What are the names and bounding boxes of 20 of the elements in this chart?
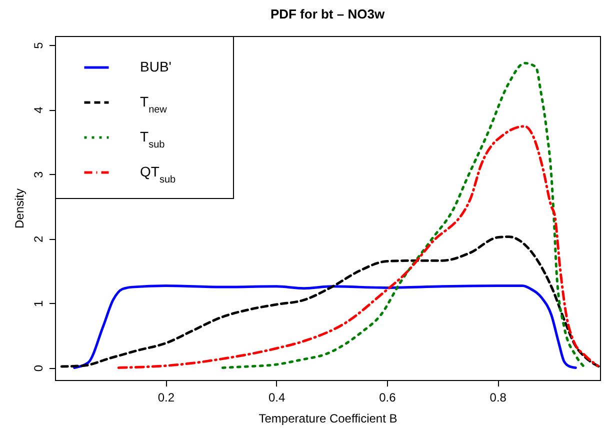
chart-title: PDF for bt – NO3w [270, 6, 386, 22]
legend-label: T$_{sub}$ [140, 128, 166, 150]
legend-label: QT$_{sub}$ [140, 164, 176, 185]
x-tick-label: 0.4 [268, 390, 286, 404]
y-tick-label: 1 [32, 300, 46, 308]
x-tick-label: 0.6 [379, 390, 396, 404]
line-series [117, 125, 600, 369]
y-tick-label: 0 [32, 364, 46, 372]
y-tick-label: 2 [32, 236, 46, 242]
y-tick-label: 5 [32, 42, 46, 49]
legend-label: T$_{new}$ [140, 94, 168, 115]
y-tick-label: 3 [32, 170, 46, 178]
x-axis-title: Temperature Coefficient B [258, 412, 398, 426]
x-tick-label: 0.2 [158, 390, 175, 404]
line-series [221, 62, 586, 369]
legend-label: BUB' [140, 58, 172, 74]
line-series [73, 284, 577, 369]
y-axis-title: Density [12, 188, 26, 229]
x-tick-label: 0.8 [490, 390, 507, 404]
y-tick-label: 4 [32, 106, 46, 114]
